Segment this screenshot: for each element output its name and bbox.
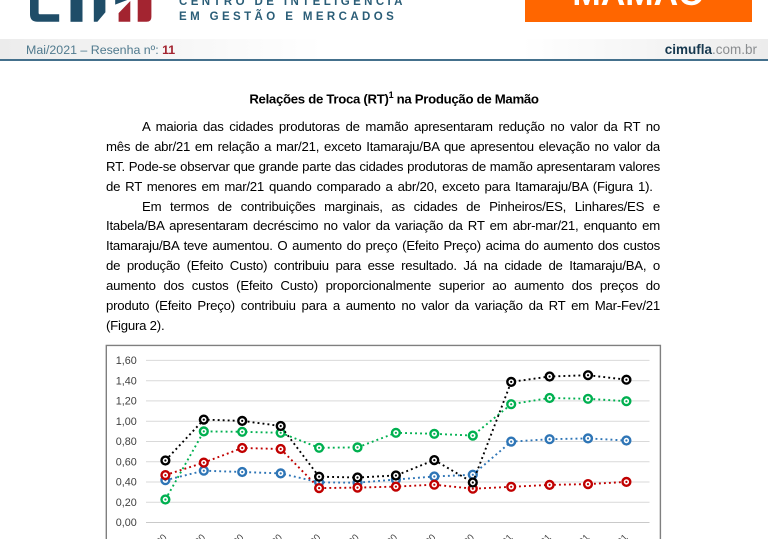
svg-text:mar/21: mar/21	[563, 532, 592, 539]
svg-text:abr/21: abr/21	[604, 532, 631, 539]
svg-text:fev/21: fev/21	[528, 532, 554, 539]
svg-text:dez/20: dez/20	[449, 532, 477, 539]
svg-text:1,40: 1,40	[116, 375, 137, 387]
svg-text:0,40: 0,40	[116, 477, 137, 489]
svg-text:abr/20: abr/20	[143, 532, 170, 539]
svg-text:jul/20: jul/20	[260, 532, 285, 539]
svg-text:0,60: 0,60	[116, 456, 137, 468]
svg-text:out/20: out/20	[374, 532, 400, 539]
svg-text:1,60: 1,60	[116, 355, 137, 367]
svg-text:0,80: 0,80	[116, 436, 137, 448]
svg-text:jan/21: jan/21	[489, 532, 516, 539]
svg-text:jun/20: jun/20	[220, 532, 247, 539]
svg-text:set/20: set/20	[336, 532, 362, 539]
svg-text:ago/20: ago/20	[295, 532, 323, 539]
svg-text:mai/20: mai/20	[180, 532, 208, 539]
svg-text:1,00: 1,00	[116, 416, 137, 428]
svg-text:nov/20: nov/20	[410, 532, 438, 539]
svg-text:0,00: 0,00	[116, 517, 137, 529]
svg-text:1,20: 1,20	[116, 396, 137, 408]
svg-text:0,20: 0,20	[116, 497, 137, 509]
